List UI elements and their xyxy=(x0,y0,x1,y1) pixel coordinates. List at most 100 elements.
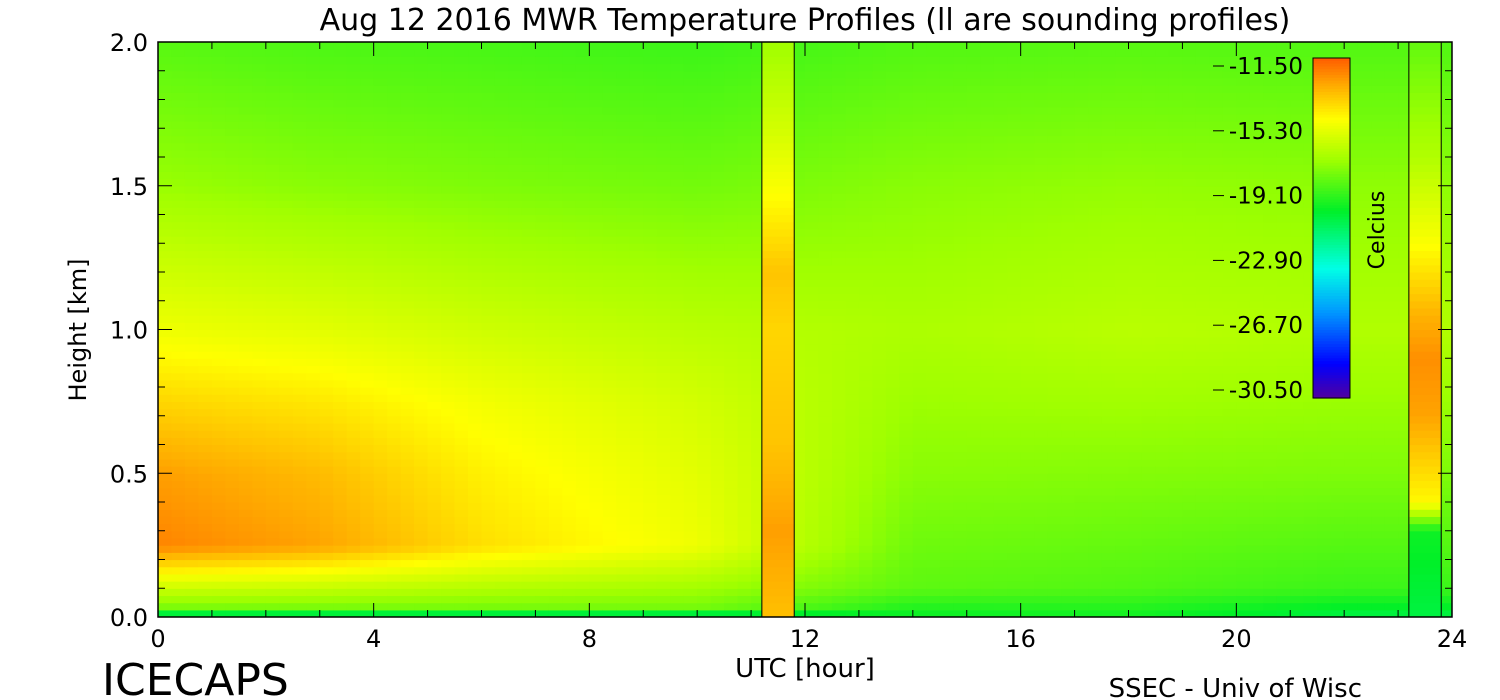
heatmap-cell xyxy=(171,142,186,151)
heatmap-cell xyxy=(346,415,361,424)
heatmap-cell xyxy=(292,458,307,467)
heatmap-cell xyxy=(589,70,604,79)
heatmap-cell xyxy=(360,214,375,223)
heatmap-cell xyxy=(872,221,887,230)
heatmap-cell xyxy=(292,595,307,604)
heatmap-cell xyxy=(953,387,968,395)
heatmap-cell xyxy=(225,559,240,568)
heatmap-cell xyxy=(575,523,590,532)
heatmap-cell xyxy=(319,487,334,496)
heatmap-cell xyxy=(346,286,361,295)
heatmap-cell xyxy=(791,351,806,359)
heatmap-cell xyxy=(387,70,402,79)
heatmap-cell xyxy=(414,85,429,93)
heatmap-cell xyxy=(885,372,900,381)
heatmap-cell xyxy=(629,552,644,561)
heatmap-cell xyxy=(333,221,348,230)
heatmap-cell xyxy=(710,573,725,582)
heatmap-cell xyxy=(643,379,658,388)
heatmap-cell xyxy=(724,200,739,208)
heatmap-cell xyxy=(980,523,995,532)
heatmap-cell xyxy=(643,494,658,503)
heatmap-cell xyxy=(845,207,860,216)
heatmap-cell xyxy=(656,545,671,553)
heatmap-cell xyxy=(926,228,941,237)
heatmap-cell xyxy=(521,537,537,546)
heatmap-cell xyxy=(912,602,927,611)
heatmap-cell xyxy=(198,178,213,187)
heatmap-cell xyxy=(387,207,402,216)
heatmap-cell xyxy=(670,487,685,496)
heatmap-cell xyxy=(306,451,321,460)
heatmap-cell xyxy=(629,185,644,194)
heatmap-cell xyxy=(629,128,644,137)
heatmap-cell xyxy=(481,92,496,101)
heatmap-cell xyxy=(562,329,577,338)
heatmap-cell xyxy=(346,49,361,57)
heatmap-cell xyxy=(387,56,402,65)
heatmap-cell xyxy=(238,351,253,359)
heatmap-cell xyxy=(468,602,483,611)
heatmap-cell xyxy=(319,537,334,546)
heatmap-cell xyxy=(953,588,968,597)
heatmap-cell xyxy=(872,121,887,129)
heatmap-cell xyxy=(360,293,375,302)
heatmap-cell xyxy=(939,157,954,165)
heatmap-cell xyxy=(346,329,361,338)
heatmap-cell xyxy=(265,250,280,259)
heatmap-cell xyxy=(710,214,725,223)
heatmap-cell xyxy=(737,92,752,101)
heatmap-cell xyxy=(548,343,563,352)
heatmap-cell xyxy=(265,487,280,496)
heatmap-cell xyxy=(629,135,644,144)
heatmap-cell xyxy=(521,49,537,57)
heatmap-cell xyxy=(926,99,941,108)
heatmap-cell xyxy=(683,264,698,273)
heatmap-cell xyxy=(845,121,860,129)
heatmap-cell xyxy=(831,473,847,482)
heatmap-cell xyxy=(346,135,361,144)
heatmap-cell xyxy=(616,523,631,532)
heatmap-cell xyxy=(656,286,671,295)
heatmap-cell xyxy=(926,315,941,323)
heatmap-cell xyxy=(643,286,658,295)
heatmap-cell xyxy=(508,279,523,287)
heatmap-cell xyxy=(238,149,253,158)
heatmap-cell xyxy=(225,581,240,589)
heatmap-cell xyxy=(953,77,968,86)
heatmap-cell xyxy=(831,257,847,266)
heatmap-cell xyxy=(292,264,307,273)
heatmap-cell xyxy=(373,372,388,381)
heatmap-cell xyxy=(414,70,429,79)
heatmap-cell xyxy=(791,329,806,338)
heatmap-cell xyxy=(791,279,806,287)
heatmap-cell xyxy=(535,56,550,65)
heatmap-cell xyxy=(953,49,968,57)
heatmap-cell xyxy=(319,516,334,525)
heatmap-cell xyxy=(279,343,294,352)
heatmap-cell xyxy=(885,415,900,424)
heatmap-cell xyxy=(360,365,375,374)
heatmap-cell xyxy=(616,307,631,316)
heatmap-cell xyxy=(670,595,685,604)
heatmap-cell xyxy=(831,502,847,510)
heatmap-cell xyxy=(562,142,577,151)
heatmap-cell xyxy=(926,494,941,503)
heatmap-cell xyxy=(858,451,873,460)
heatmap-cell xyxy=(885,573,900,582)
heatmap-cell xyxy=(306,307,321,316)
heatmap-cell xyxy=(885,351,900,359)
heatmap-cell xyxy=(333,509,348,517)
heatmap-cell xyxy=(319,171,334,180)
heatmap-cell xyxy=(629,581,644,589)
heatmap-cell xyxy=(697,286,712,295)
heatmap-cell xyxy=(441,228,456,237)
heatmap-cell xyxy=(400,379,415,388)
heatmap-cell xyxy=(414,523,429,532)
heatmap-cell xyxy=(198,56,213,65)
heatmap-cell xyxy=(953,250,968,259)
heatmap-cell xyxy=(481,581,496,589)
heatmap-cell xyxy=(697,135,712,144)
heatmap-cell xyxy=(346,516,361,525)
heatmap-cell xyxy=(225,358,240,367)
